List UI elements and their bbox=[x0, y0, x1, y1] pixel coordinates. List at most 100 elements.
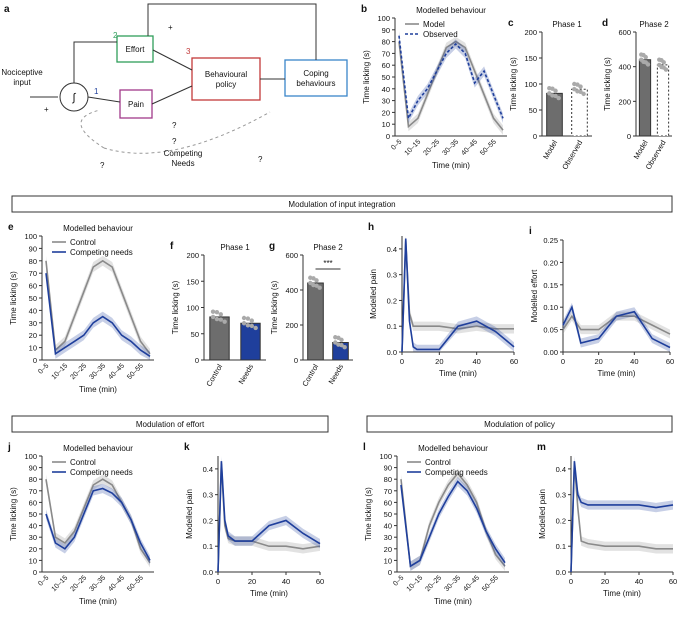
pain-label: Pain bbox=[128, 100, 144, 109]
series-band-competing-needs bbox=[46, 268, 150, 360]
data-point bbox=[249, 323, 254, 329]
y-tick-label: 150 bbox=[524, 54, 537, 63]
x-tick-label: 40–45 bbox=[460, 138, 479, 157]
panel-l: l Modelled behaviour 0 10 20 30 40 50 60 70 80 90 10… bbox=[363, 442, 509, 606]
pain-number: 1 bbox=[94, 87, 99, 96]
x-tick-label: 10–15 bbox=[51, 362, 70, 381]
x-tick-label: 30–35 bbox=[441, 138, 460, 157]
legend-label: Competing needs bbox=[425, 468, 488, 477]
series-line-model bbox=[398, 40, 504, 131]
panel-letter: h bbox=[368, 222, 374, 233]
x-axis-label: Time (min) bbox=[603, 589, 641, 598]
data-point bbox=[314, 283, 319, 288]
chart-title: Phase 1 bbox=[552, 20, 582, 29]
arrow-line bbox=[151, 85, 193, 105]
y-tick-label: 600 bbox=[285, 251, 298, 260]
y-axis-label: Time licking (s) bbox=[9, 271, 18, 325]
section-title: Modulation of input integration bbox=[288, 200, 395, 209]
panel-letter: a bbox=[4, 4, 10, 15]
x-tick-label: 40 bbox=[630, 357, 638, 366]
y-tick-label: 80 bbox=[29, 475, 37, 484]
panel-letter: m bbox=[537, 442, 546, 453]
y-tick-label: 0 bbox=[533, 132, 537, 141]
x-tick-label: 20 bbox=[248, 577, 256, 586]
panel-j: j Modelled behaviour 0 10 20 30 40 50 60 70 80 90 10… bbox=[7, 442, 154, 606]
competing-needs-label: Competing bbox=[164, 149, 203, 158]
data-point bbox=[336, 335, 341, 340]
x-tick-label: 50–55 bbox=[126, 574, 145, 593]
y-tick-label: 0 bbox=[33, 356, 37, 365]
data-point bbox=[550, 86, 555, 91]
x-axis-label: Time (min) bbox=[432, 161, 470, 170]
data-point bbox=[314, 278, 319, 283]
panel-letter: g bbox=[269, 241, 275, 252]
x-tick-label: 20–25 bbox=[70, 574, 89, 593]
y-tick-label: 80 bbox=[384, 475, 392, 484]
legend-label: Model bbox=[423, 20, 445, 29]
y-tick-label: 50 bbox=[29, 294, 37, 303]
x-tick-label: 0 bbox=[216, 577, 220, 586]
panel-k: k 0.0 0.1 0.2 0.3 0.4 Modelled pain 0 20 40 60 Time… bbox=[184, 442, 324, 598]
series-line-competing-needs bbox=[562, 304, 671, 349]
significance-label: *** bbox=[323, 259, 332, 268]
panel-letter: e bbox=[8, 222, 14, 233]
y-tick-label: 70 bbox=[382, 49, 390, 58]
y-axis-label: Time licking (s) bbox=[603, 57, 612, 111]
y-tick-label: 50 bbox=[384, 510, 392, 519]
y-tick-label: 0.05 bbox=[543, 326, 558, 335]
y-tick-label: 0.2 bbox=[556, 516, 566, 525]
data-point bbox=[556, 95, 561, 101]
question-mark: ? bbox=[258, 155, 263, 164]
plus-sign: + bbox=[168, 23, 173, 32]
y-tick-label: 0.4 bbox=[203, 465, 213, 474]
nociceptive-input-label: input bbox=[13, 78, 31, 87]
x-axis-label: Time (min) bbox=[79, 597, 117, 606]
series-line-competing-needs bbox=[45, 273, 151, 357]
y-tick-label: 30 bbox=[384, 533, 392, 542]
panel-letter: d bbox=[602, 18, 608, 29]
y-tick-label: 100 bbox=[186, 304, 199, 313]
y-tick-label: 0.3 bbox=[203, 491, 213, 500]
x-tick-label: 60 bbox=[666, 357, 674, 366]
y-tick-label: 0.2 bbox=[203, 516, 213, 525]
y-tick-label: 60 bbox=[382, 61, 390, 70]
section-box bbox=[366, 415, 673, 433]
x-tick-label: 0 bbox=[569, 577, 573, 586]
series-band-competing-needs bbox=[46, 483, 150, 566]
series-band-observed bbox=[399, 30, 503, 124]
series-line-control bbox=[570, 463, 673, 573]
y-tick-label: 80 bbox=[29, 257, 37, 266]
y-tick-label: 40 bbox=[29, 306, 37, 315]
series-line-observed bbox=[398, 35, 504, 121]
y-tick-label: 20 bbox=[382, 108, 390, 117]
panel-c: c Phase 1 0 50 100 150 200 Time licking (s) Mode… bbox=[508, 18, 592, 171]
y-axis-label: Time licking (s) bbox=[362, 50, 371, 104]
y-tick-label: 50 bbox=[29, 510, 37, 519]
effort-box bbox=[116, 35, 154, 63]
data-point bbox=[581, 91, 586, 97]
x-axis-label: Time (min) bbox=[250, 589, 288, 598]
x-tick-label: 30–35 bbox=[88, 362, 107, 381]
bar bbox=[638, 59, 652, 137]
competing-arc bbox=[80, 109, 105, 149]
series-line-competing-needs bbox=[400, 480, 506, 568]
y-tick-label: 100 bbox=[524, 80, 537, 89]
series-band-control bbox=[218, 459, 320, 572]
data-point bbox=[308, 280, 313, 286]
integrator-symbol: ∫ bbox=[71, 92, 76, 104]
plus-sign: + bbox=[44, 105, 49, 114]
data-point bbox=[639, 57, 644, 62]
data-point bbox=[218, 312, 223, 317]
data-point bbox=[311, 276, 316, 281]
data-point bbox=[222, 319, 227, 324]
coping-box bbox=[284, 59, 348, 97]
bar bbox=[209, 316, 230, 361]
x-axis-label: Time (min) bbox=[79, 385, 117, 394]
y-tick-label: 60 bbox=[29, 498, 37, 507]
panel-letter: j bbox=[7, 442, 11, 453]
y-tick-label: 10 bbox=[384, 556, 392, 565]
x-tick-label: 20 bbox=[594, 357, 602, 366]
x-tick-label: 40–45 bbox=[107, 574, 126, 593]
question-mark: ? bbox=[100, 161, 105, 170]
